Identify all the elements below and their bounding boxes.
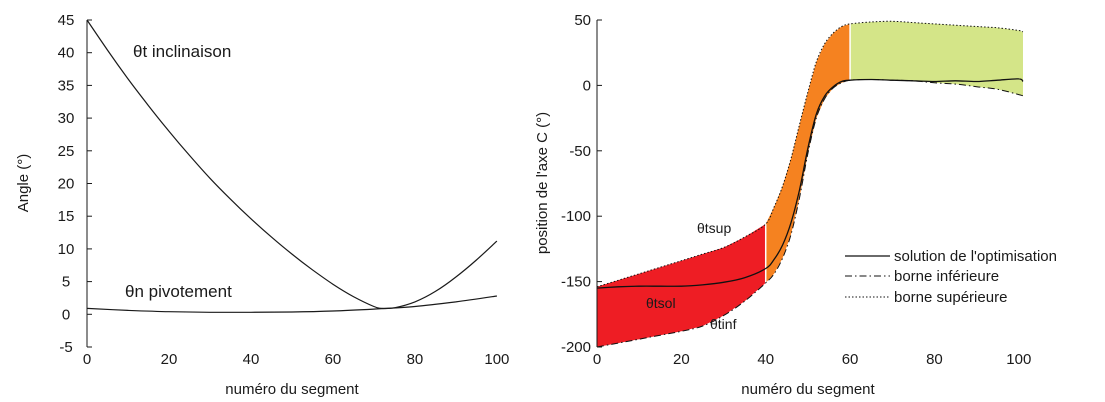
right-annotation-sol: θtsol bbox=[646, 295, 676, 311]
right-x-tick-label: 20 bbox=[673, 351, 690, 368]
left-y-tick-label: 30 bbox=[58, 110, 75, 127]
left-series-line-0 bbox=[86, 19, 498, 310]
left-x-tick-label: 100 bbox=[484, 351, 509, 368]
left-y-tick-label: 15 bbox=[58, 208, 75, 225]
left-y-tick-label: -5 bbox=[59, 339, 72, 356]
legend-label-0: solution de l'optimisation bbox=[894, 248, 1057, 265]
left-y-tick-label: 40 bbox=[58, 45, 75, 62]
right-chart-axe-c: -200 -150 -100 -50 0 50 0 20 40 60 80 100 numéro d… bbox=[534, 12, 1057, 398]
right-x-tick-label: 80 bbox=[926, 351, 943, 368]
right-series-line-0 bbox=[596, 78, 1024, 289]
right-series-line-1 bbox=[596, 78, 1024, 348]
left-y-tick-label: 45 bbox=[58, 12, 75, 29]
right-x-tick-label: 100 bbox=[1006, 351, 1031, 368]
left-x-tick-label: 80 bbox=[407, 351, 424, 368]
right-annotation-sup: θtsup bbox=[697, 220, 731, 236]
right-y-tick-label: -100 bbox=[561, 208, 591, 225]
right-y-axis-title: position de l'axe C (°) bbox=[534, 112, 551, 254]
left-y-tick-label: 0 bbox=[62, 306, 70, 323]
legend: solution de l'optimisation borne inférieu… bbox=[845, 248, 1057, 306]
legend-label-2: borne supérieure bbox=[894, 289, 1007, 306]
left-chart-angle: -5 0 5 10 15 20 25 30 35 40 45 0 20 40 60 80 100 numéro… bbox=[15, 12, 509, 398]
left-annotation-inclinaison: θt inclinaison bbox=[133, 42, 231, 61]
left-y-tick-label: 35 bbox=[58, 77, 75, 94]
legend-label-1: borne inférieure bbox=[894, 268, 999, 285]
region-fill-2 bbox=[850, 21, 1023, 96]
left-y-tick-label: 10 bbox=[58, 241, 75, 258]
left-y-tick-label: 20 bbox=[58, 176, 75, 193]
right-x-tick-label: 0 bbox=[593, 351, 601, 368]
right-x-tick-label: 40 bbox=[757, 351, 774, 368]
right-x-axis-title: numéro du segment bbox=[741, 381, 875, 398]
left-x-tick-label: 0 bbox=[83, 351, 91, 368]
right-y-tick-label: -50 bbox=[569, 143, 591, 160]
left-series-line-1 bbox=[86, 295, 497, 313]
left-x-tick-label: 20 bbox=[161, 351, 178, 368]
left-x-tick-label: 60 bbox=[325, 351, 342, 368]
right-y-tick-label: -150 bbox=[561, 274, 591, 291]
right-annotation-inf: θtinf bbox=[710, 316, 737, 332]
left-y-axis-title: Angle (°) bbox=[15, 154, 32, 213]
left-y-tick-label: 5 bbox=[62, 274, 70, 291]
left-x-axis-title: numéro du segment bbox=[225, 381, 359, 398]
region-fill-0 bbox=[597, 224, 766, 347]
right-series-line-2 bbox=[596, 20, 1024, 288]
left-x-tick-label: 40 bbox=[243, 351, 260, 368]
left-annotation-pivotement: θn pivotement bbox=[125, 282, 232, 301]
right-x-tick-label: 60 bbox=[842, 351, 859, 368]
right-y-tick-label: 0 bbox=[583, 77, 591, 94]
right-y-tick-label: 50 bbox=[574, 12, 591, 29]
left-y-tick-label: 25 bbox=[58, 143, 75, 160]
right-y-tick-label: -200 bbox=[561, 339, 591, 356]
